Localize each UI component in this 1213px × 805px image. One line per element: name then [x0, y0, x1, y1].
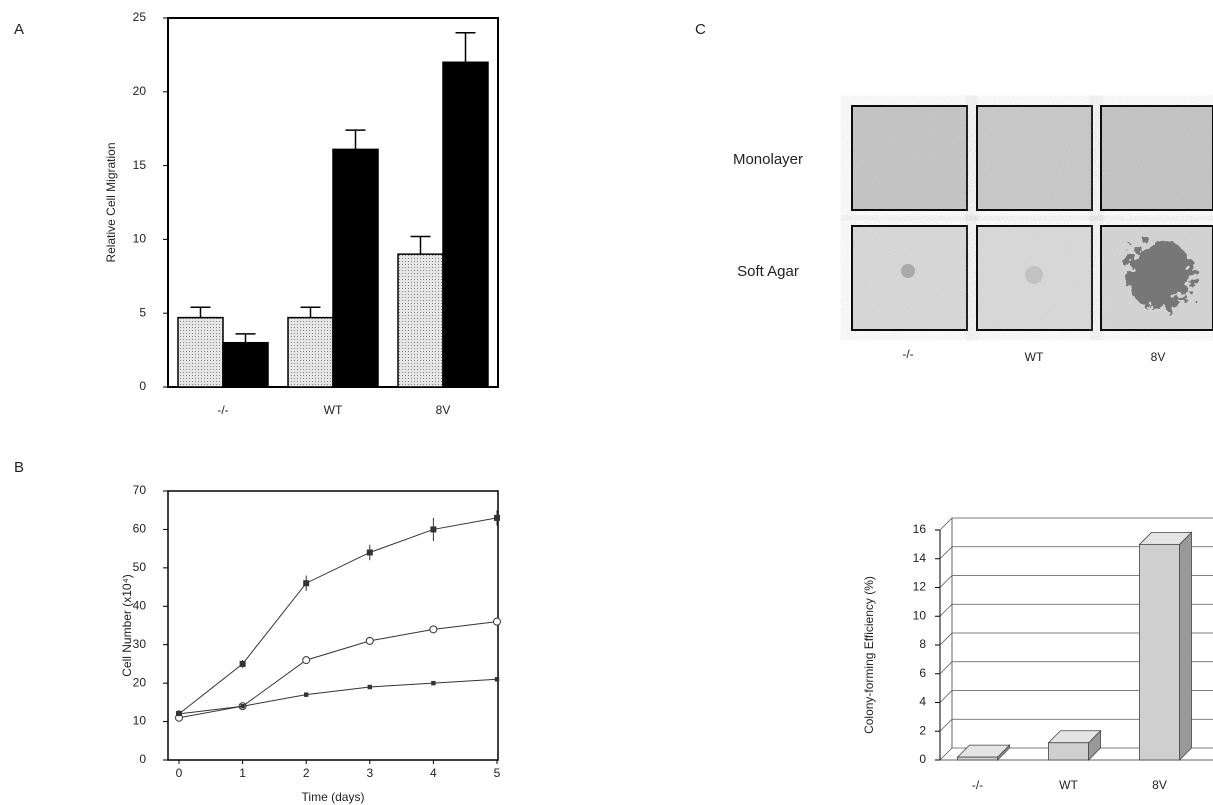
y-tick-label: 14 [913, 551, 927, 565]
x-tick-label: -/- [972, 778, 983, 792]
grid-line [939, 575, 1213, 588]
marker [431, 680, 436, 686]
y-tick-label: 20 [133, 675, 147, 689]
micrographs [851, 105, 1213, 331]
column-label: 8V [1151, 350, 1166, 364]
bar [442, 61, 489, 388]
bar [177, 316, 224, 388]
panel-label: C [695, 21, 706, 38]
marker [365, 636, 374, 645]
line [178, 517, 498, 715]
marker [240, 704, 245, 709]
grid-line [939, 690, 1213, 703]
y-axis-label: Colony-forming Efficiency (%) [862, 576, 876, 734]
bar [397, 253, 444, 388]
column-label: -/- [902, 347, 913, 361]
y-tick-label: 0 [919, 752, 926, 766]
y-tick-label: 10 [133, 232, 147, 246]
bar [332, 148, 379, 388]
x-tick-label: WT [1059, 778, 1078, 792]
marker [493, 617, 501, 626]
colony [1126, 241, 1194, 309]
grid-line [939, 632, 1213, 646]
panel-label: A [14, 21, 24, 38]
bar [1139, 543, 1180, 761]
y-tick-label: 6 [919, 666, 926, 680]
row-label: Monolayer [733, 151, 803, 168]
image [1100, 105, 1213, 211]
x-tick-label: 4 [430, 766, 437, 780]
marker [176, 711, 182, 717]
grid-line [939, 661, 1213, 675]
x-tick-label: 3 [366, 766, 373, 780]
marker [494, 514, 500, 521]
grid-line [939, 517, 1213, 531]
marker [430, 526, 437, 533]
x-tick-label: WT [324, 403, 343, 417]
column-label: WT [1025, 350, 1044, 364]
bar [957, 756, 998, 761]
line [178, 678, 498, 715]
y-tick-label: 30 [133, 637, 147, 651]
x-tick-label: 1 [239, 766, 246, 780]
bar [1048, 742, 1089, 761]
marker [367, 684, 372, 690]
y-tick-label: 20 [133, 84, 147, 98]
x-tick-label: 2 [303, 766, 310, 780]
x-tick-label: 8V [1152, 778, 1167, 792]
colony [901, 264, 915, 278]
marker [302, 656, 311, 665]
y-tick-label: 12 [913, 580, 927, 594]
grid-line [939, 546, 1213, 560]
marker [366, 549, 373, 556]
marker [494, 677, 500, 682]
y-tick-label: 0 [139, 379, 146, 393]
marker [304, 692, 309, 697]
y-tick-label: 40 [133, 598, 147, 612]
grid-line [939, 747, 1213, 761]
bar-side [1179, 531, 1192, 761]
x-tick-label: 8V [436, 403, 451, 417]
y-axis-label: Cell Number (x10⁴) [120, 574, 134, 677]
y-tick-label: 4 [919, 695, 926, 709]
image [851, 105, 968, 211]
marker [429, 625, 438, 634]
y-tick-label: 10 [133, 714, 147, 728]
y-tick-label: 2 [919, 723, 926, 737]
row-label: Soft Agar [737, 263, 799, 280]
y-axis-label: Relative Cell Migration [104, 142, 118, 262]
y-tick-label: 25 [133, 10, 147, 24]
bar [222, 341, 269, 388]
x-axis-label: Time (days) [302, 790, 365, 804]
line [178, 621, 498, 719]
bar [287, 316, 334, 388]
y-tick-label: 5 [139, 305, 146, 319]
marker [303, 580, 310, 587]
y-tick-label: 0 [139, 752, 146, 766]
y-tick-label: 8 [919, 637, 926, 651]
x-tick-label: 5 [494, 766, 501, 780]
y-tick-label: 10 [913, 608, 927, 622]
grid-line [939, 603, 1213, 617]
marker [239, 660, 246, 667]
y-tick-label: 15 [133, 158, 147, 172]
image [976, 105, 1093, 211]
grid-line [939, 718, 1213, 732]
x-tick-label: 0 [176, 766, 183, 780]
panel-label: B [14, 459, 24, 476]
image [851, 225, 968, 331]
y-tick-label: 70 [133, 483, 147, 497]
y-tick-label: 60 [133, 522, 147, 536]
x-tick-label: -/- [217, 403, 228, 417]
colony [1025, 266, 1043, 284]
plot-frame [167, 490, 499, 761]
y-tick-label: 50 [133, 560, 147, 574]
y-tick-label: 16 [913, 522, 927, 536]
